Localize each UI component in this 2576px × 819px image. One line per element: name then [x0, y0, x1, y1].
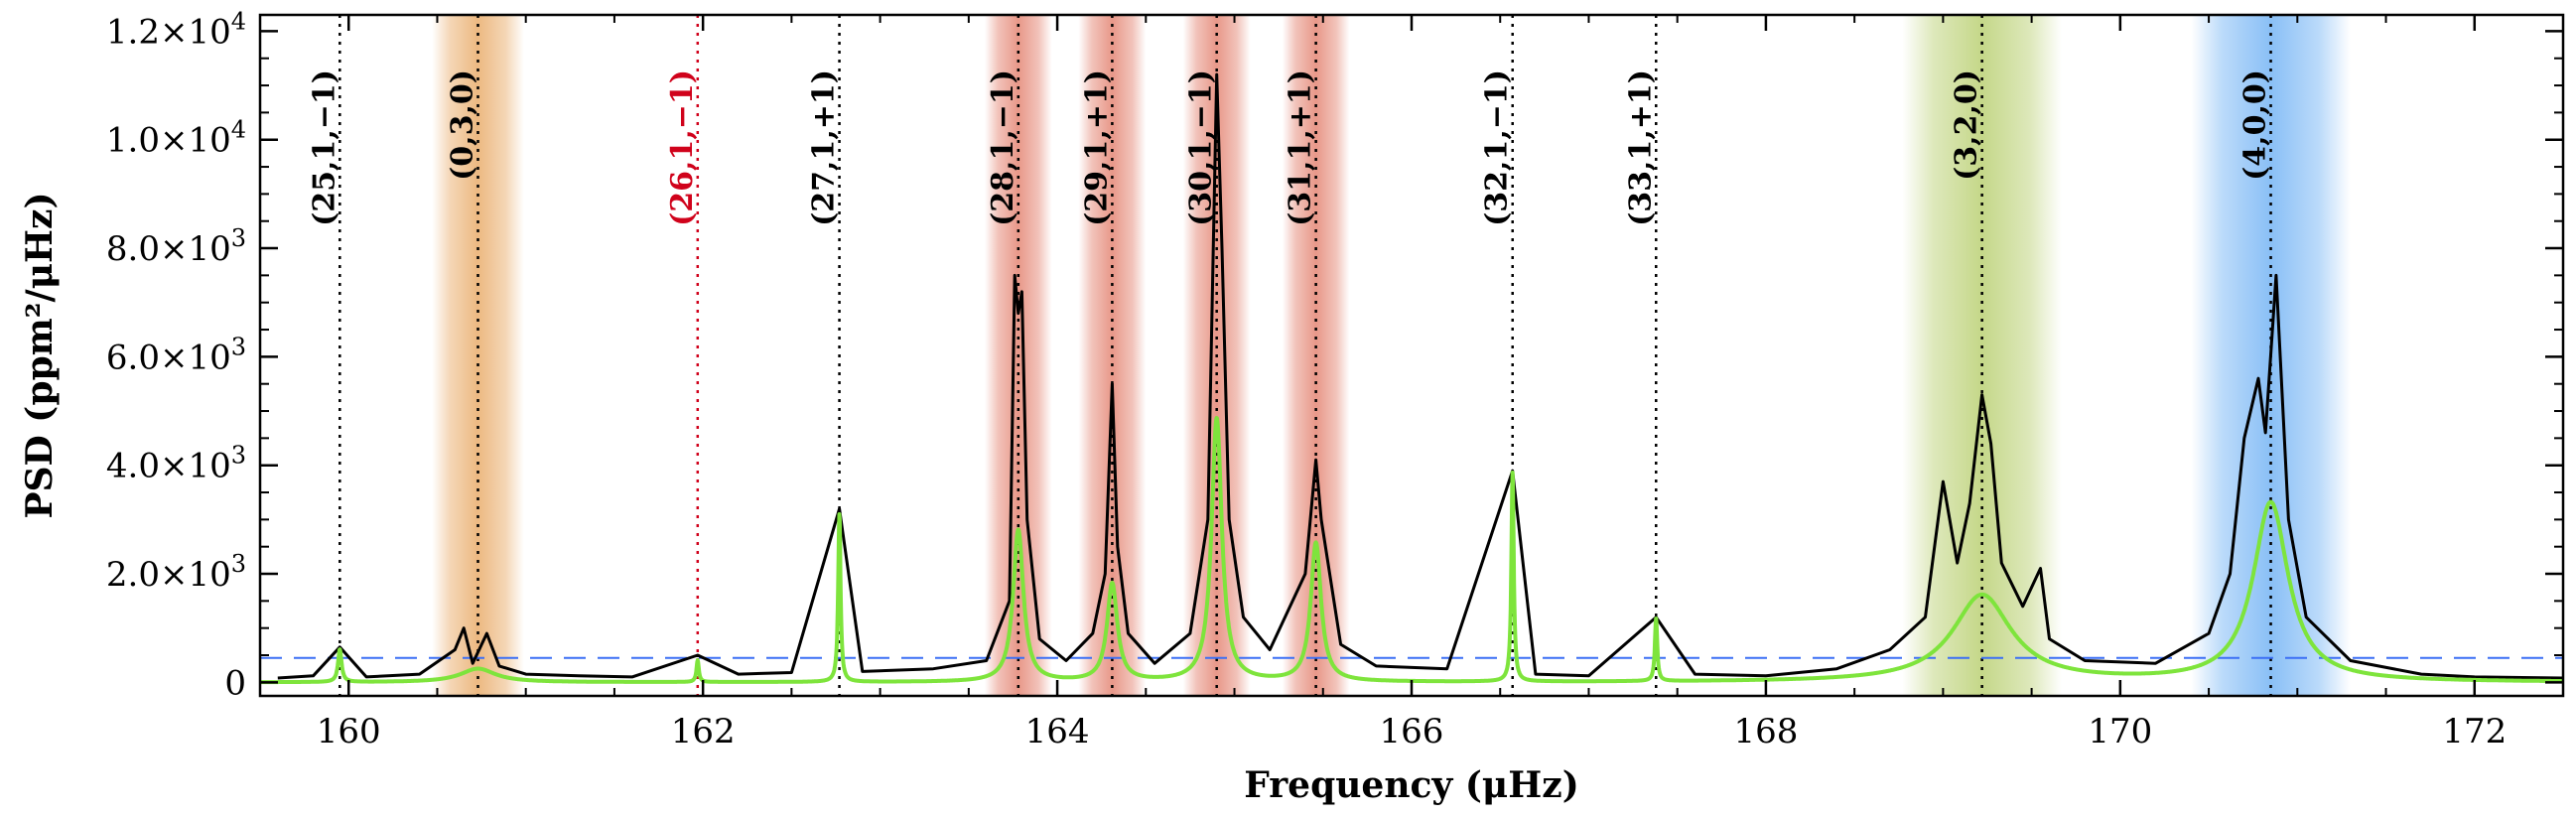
mode-label: (32,1,−1): [1480, 69, 1515, 226]
spectrum-line: [277, 72, 2563, 680]
mode-label: (28,1,−1): [986, 69, 1020, 226]
y-tick-label: 2.0×103: [106, 550, 246, 595]
x-tick-label: 172: [2442, 712, 2507, 751]
y-tick-label: 0: [224, 663, 246, 703]
y-tick-label: 6.0×103: [106, 333, 246, 377]
x-tick-label: 166: [1380, 712, 1444, 751]
mode-label: (25,1,−1): [307, 69, 341, 226]
mode-label: (26,1,−1): [665, 69, 700, 226]
x-tick-label: 168: [1733, 712, 1798, 751]
mode-markers: (25,1,−1) (0,3,0) (26,1,−1) (27,1,+1) (28,1,…: [307, 15, 2273, 696]
x-tick-label: 160: [317, 712, 381, 751]
mode-label: (29,1,+1): [1079, 69, 1114, 226]
x-axis-ticks: 160 162 164 166 168 170 172: [259, 15, 2564, 751]
x-tick-label: 162: [671, 712, 736, 751]
mode-label: (33,1,+1): [1623, 69, 1658, 226]
mode-label: (31,1,+1): [1284, 69, 1318, 226]
x-tick-label: 164: [1025, 712, 1090, 751]
mode-label: (4,0,0): [2238, 69, 2273, 181]
spectrum-series: [277, 72, 2563, 680]
y-axis-ticks: 0 2.0×103 4.0×103 6.0×103 8.0×103 1.0×104 1.2×…: [106, 7, 2563, 703]
y-axis-label: PSD (ppm²/μHz): [19, 192, 61, 518]
y-tick-label: 1.2×104: [106, 7, 246, 52]
highlight-bands: [432, 15, 2351, 696]
y-tick-label: 4.0×103: [106, 442, 246, 486]
mode-label: (3,2,0): [1950, 69, 1984, 181]
y-tick-label: 8.0×103: [106, 224, 246, 269]
x-tick-label: 170: [2088, 712, 2152, 751]
mode-label: (0,3,0): [446, 69, 480, 181]
x-axis-label: Frequency (μHz): [1244, 764, 1578, 806]
mode-label: (27,1,+1): [807, 69, 842, 226]
y-tick-label: 1.0×104: [106, 116, 246, 161]
